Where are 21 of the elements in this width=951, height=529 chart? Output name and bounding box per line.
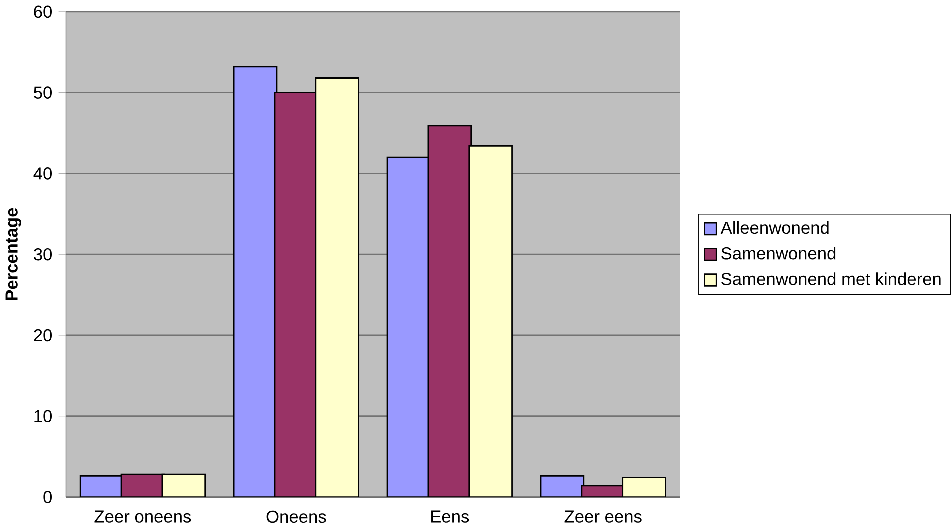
x-tick-label: Zeer eens: [564, 510, 642, 523]
legend-label: Alleenwonend: [720, 221, 829, 234]
y-axis-title: Percentage: [6, 208, 22, 300]
y-tick-label: 50: [34, 86, 52, 100]
bar: [162, 474, 206, 498]
y-tick-label: 20: [34, 329, 52, 342]
x-tick-label: Zeer oneens: [94, 510, 192, 523]
bar: [468, 146, 513, 498]
y-tick-label: 60: [34, 6, 52, 18]
legend-label: Samenwonend: [722, 247, 836, 260]
y-tick-label: 30: [34, 248, 52, 261]
bar: [622, 477, 666, 498]
bar: [315, 78, 360, 498]
bar: [233, 66, 278, 498]
y-tick-label: 40: [34, 168, 52, 180]
x-tick-label: Oneens: [266, 510, 326, 524]
y-tick-label: 10: [34, 410, 52, 423]
bar: [428, 125, 472, 498]
y-tick-label: 0: [44, 491, 52, 504]
legend-label: Samenwonend met kinderen: [722, 272, 941, 286]
x-tick-label: Eens: [432, 510, 470, 523]
